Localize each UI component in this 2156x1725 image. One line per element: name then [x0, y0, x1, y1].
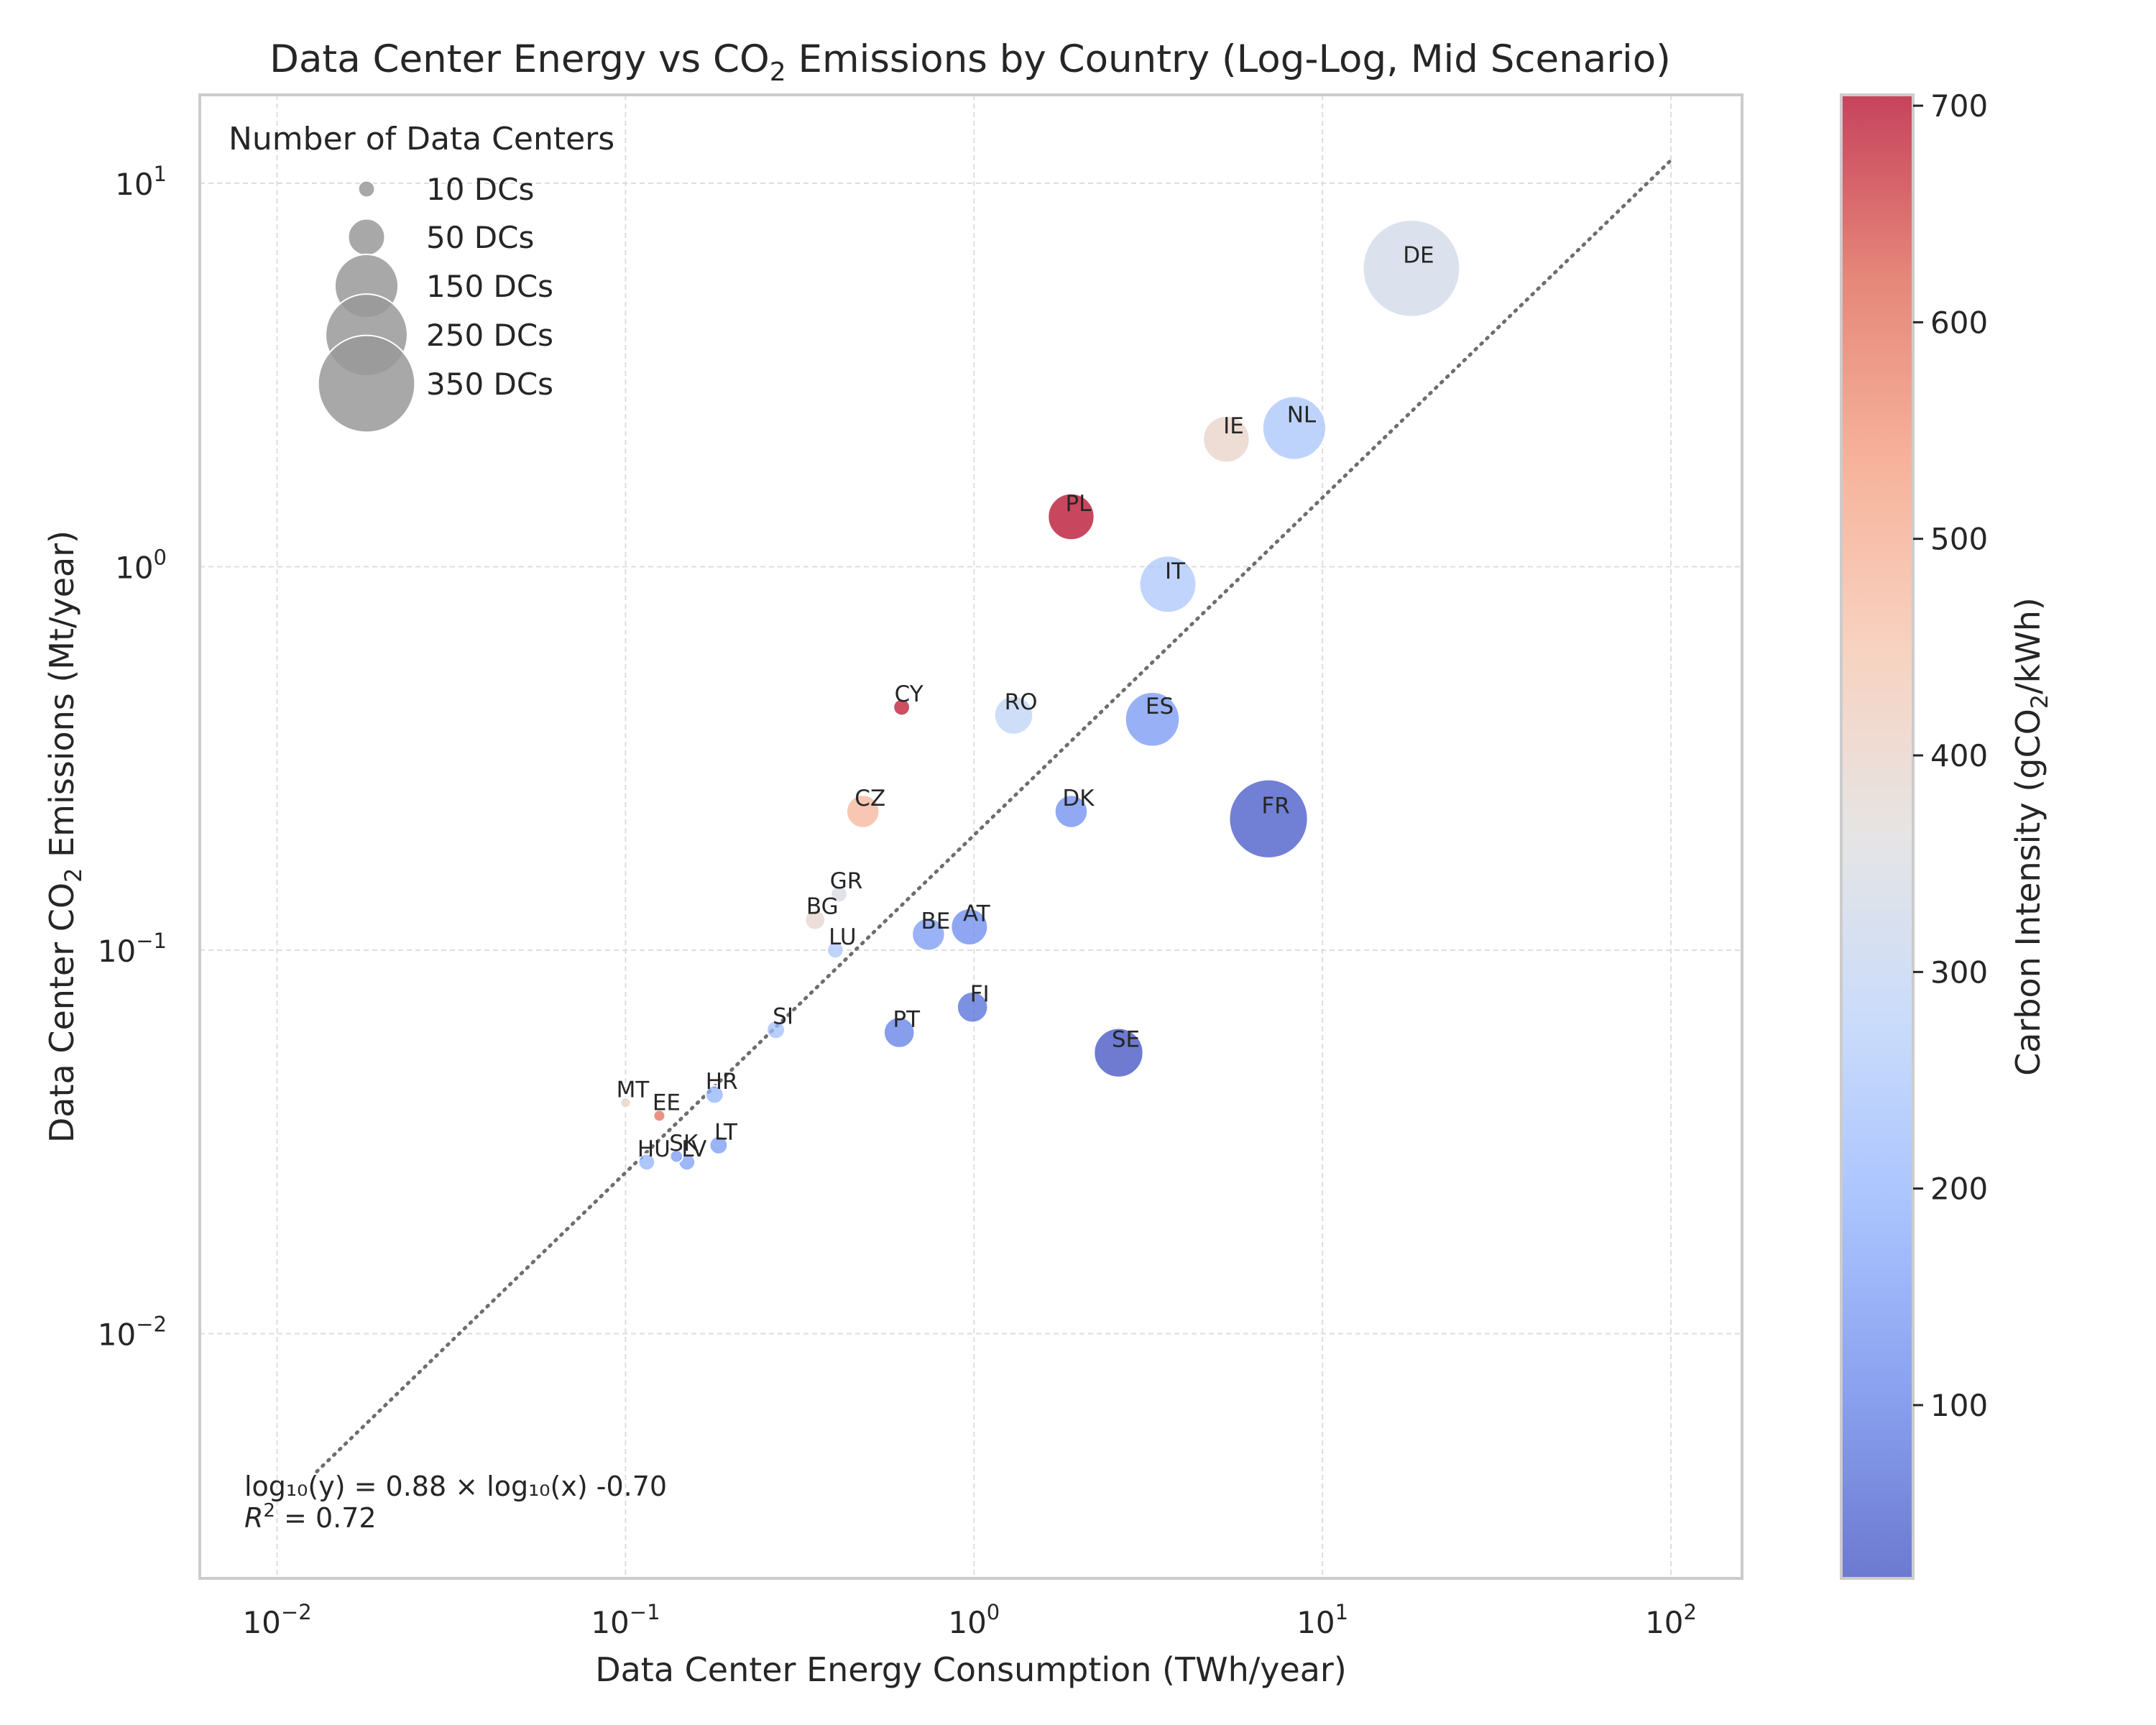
- x-tick-label: 101: [1296, 1600, 1348, 1640]
- point-hr: [704, 1085, 724, 1105]
- point-ie: [1202, 415, 1250, 464]
- point-label-gr: GR: [830, 868, 863, 894]
- size-legend-label: 150 DCs: [426, 269, 553, 304]
- point-label-hu: HU: [637, 1136, 671, 1162]
- x-tick-label: 102: [1645, 1600, 1697, 1640]
- fit-line-layer: [315, 158, 1673, 1473]
- size-legend-entry: 10 DCs: [357, 172, 534, 207]
- point-label-si: SI: [773, 1004, 793, 1030]
- fit-equation: log₁₀(y) = 0.88 × log₁₀(x) -0.70: [244, 1471, 667, 1502]
- point-se: [1093, 1027, 1144, 1078]
- point-label-es: ES: [1146, 694, 1174, 719]
- size-legend-label: 250 DCs: [426, 318, 553, 353]
- chart-title: Data Center Energy vs CO2 Emissions by C…: [270, 37, 1671, 87]
- point-label-mt: MT: [617, 1077, 650, 1103]
- x-tick-label: 10−2: [242, 1600, 311, 1640]
- size-legend-entry: 350 DCs: [317, 334, 553, 433]
- y-axis-label: Data Center CO2 Emissions (Mt/year): [42, 530, 87, 1143]
- point-label-lu: LU: [829, 924, 856, 950]
- point-lu: [826, 941, 844, 960]
- point-label-lt: LT: [714, 1119, 738, 1145]
- point-label-pt: PT: [893, 1006, 921, 1032]
- colorbar-label: Carbon Intensity (gCO2/kWh): [2009, 597, 2053, 1076]
- point-label-cy: CY: [895, 681, 923, 707]
- size-legend-label: 50 DCs: [426, 220, 534, 255]
- point-cy: [893, 698, 911, 717]
- point-label-fr: FR: [1261, 793, 1289, 819]
- fit-line: [315, 158, 1673, 1473]
- point-hu: [637, 1153, 656, 1172]
- size-legend-label: 350 DCs: [426, 367, 553, 402]
- x-tick-label: 100: [948, 1600, 1000, 1640]
- size-legend-marker: [357, 180, 376, 198]
- point-sk: [669, 1149, 684, 1164]
- point-label-bg: BG: [806, 894, 839, 920]
- point-dk: [1054, 794, 1089, 829]
- colorbar-tick-label: 200: [1930, 1172, 1988, 1207]
- colorbar-tick-label: 600: [1930, 305, 1988, 340]
- y-tick-label: 100: [115, 545, 167, 585]
- point-lt: [709, 1135, 729, 1155]
- y-tick-label: 10−2: [98, 1312, 167, 1352]
- point-at: [950, 908, 989, 947]
- x-axis-label: Data Center Energy Consumption (TWh/year…: [595, 1650, 1347, 1689]
- point-it: [1138, 555, 1197, 614]
- point-es: [1124, 691, 1181, 748]
- point-fi: [956, 991, 989, 1024]
- point-ee: [653, 1109, 666, 1123]
- point-label-lv: LV: [681, 1136, 706, 1162]
- point-fr: [1228, 778, 1309, 859]
- point-label-it: IT: [1165, 558, 1186, 584]
- colorbar: 100 200 300 400 500 600 700 Carbon Intensity (…: [1840, 88, 2053, 1580]
- point-mt: [619, 1097, 632, 1109]
- point-label-ro: RO: [1005, 689, 1038, 715]
- point-label-cz: CZ: [854, 786, 885, 811]
- size-legend-marker: [347, 218, 386, 257]
- size-legend-marker: [317, 334, 416, 433]
- y-tick-label: 101: [115, 162, 167, 202]
- colorbar-tick-label: 100: [1930, 1388, 1988, 1423]
- size-legend-entry: 50 DCs: [347, 218, 534, 257]
- point-label-hr: HR: [706, 1069, 738, 1095]
- point-label-pl: PL: [1065, 491, 1092, 517]
- colorbar-gradient: [1840, 93, 1915, 1580]
- point-gr: [830, 885, 848, 903]
- colorbar-tick-label: 300: [1930, 954, 1988, 990]
- point-label-dk: DK: [1062, 786, 1095, 811]
- point-si: [766, 1020, 786, 1040]
- size-legend: Number of Data Centers 10 DCs 50 DCs 150 D…: [229, 121, 614, 433]
- point-label-fi: FI: [970, 981, 990, 1007]
- point-be: [911, 917, 946, 952]
- y-axis-ticks: 10−2 10−1 100 101: [98, 162, 167, 1353]
- point-nl: [1261, 395, 1327, 461]
- colorbar-tick-label: 500: [1930, 522, 1988, 557]
- x-axis-ticks: 10−2 10−1 100 101 102: [242, 1600, 1697, 1640]
- size-legend-label: 10 DCs: [426, 172, 534, 207]
- point-label-de: DE: [1403, 242, 1434, 268]
- y-tick-label: 10−1: [98, 929, 167, 969]
- grid: [200, 95, 1742, 1578]
- point-bg: [804, 908, 826, 931]
- fit-r2: R2 = 0.72: [244, 1500, 377, 1534]
- point-de: [1362, 218, 1461, 318]
- point-pl: [1047, 492, 1095, 541]
- x-tick-label: 10−1: [591, 1600, 660, 1640]
- colorbar-tick-label: 400: [1930, 738, 1988, 773]
- size-legend-title: Number of Data Centers: [229, 121, 614, 157]
- plot-frame: [198, 93, 1743, 1580]
- point-label-nl: NL: [1287, 402, 1317, 428]
- colorbar-tick-label: 700: [1930, 88, 1988, 124]
- point-label-be: BE: [921, 908, 950, 934]
- point-cz: [845, 794, 880, 829]
- point-label-se: SE: [1112, 1027, 1140, 1053]
- point-label-ie: IE: [1223, 413, 1244, 439]
- point-ro: [993, 695, 1034, 735]
- point-label-ee: EE: [653, 1090, 681, 1116]
- point-pt: [883, 1016, 916, 1049]
- point-label-sk: SK: [669, 1131, 699, 1156]
- point-label-at: AT: [963, 901, 991, 927]
- points-layer: [619, 218, 1461, 1172]
